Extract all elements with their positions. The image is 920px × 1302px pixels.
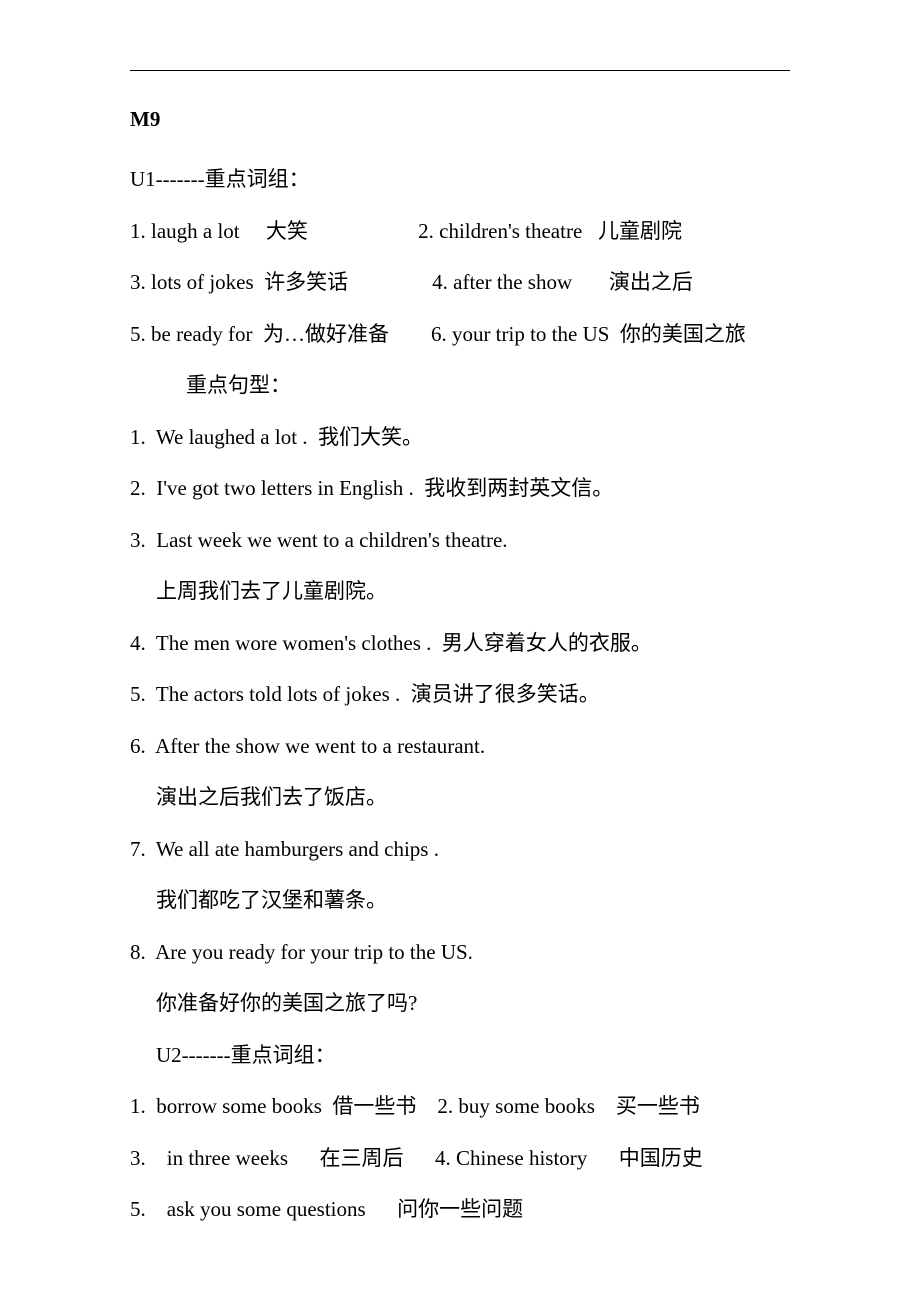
u1-phrases-header: U1-------重点词组： — [130, 164, 790, 196]
module-title: M9 — [130, 107, 790, 132]
u1-sentence: 2. I've got two letters in English . 我收到… — [130, 473, 790, 505]
u2-phrase-row: 1. borrow some books 借一些书 2. buy some bo… — [130, 1091, 790, 1123]
u1-sentence-translation: 我们都吃了汉堡和薯条。 — [130, 885, 790, 917]
u2-phrase-row: 5. ask you some questions 问你一些问题 — [130, 1194, 790, 1226]
u1-sentence: 1. We laughed a lot . 我们大笑。 — [130, 422, 790, 454]
u1-sentence: 5. The actors told lots of jokes . 演员讲了很… — [130, 679, 790, 711]
u1-phrase-row: 5. be ready for 为…做好准备 6. your trip to t… — [130, 319, 790, 351]
u1-sentence: 7. We all ate hamburgers and chips . — [130, 834, 790, 866]
u1-sentence: 8. Are you ready for your trip to the US… — [130, 937, 790, 969]
u1-sentence-translation: 演出之后我们去了饭店。 — [130, 782, 790, 814]
u1-sentence-translation: 你准备好你的美国之旅了吗? — [130, 988, 790, 1020]
u1-phrase-row: 1. laugh a lot 大笑 2. children's theatre … — [130, 216, 790, 248]
horizontal-rule — [130, 70, 790, 71]
document-page: M9 U1-------重点词组： 1. laugh a lot 大笑 2. c… — [0, 0, 920, 1302]
u1-phrase-row: 3. lots of jokes 许多笑话 4. after the show … — [130, 267, 790, 299]
u1-sentence-translation: 上周我们去了儿童剧院。 — [130, 576, 790, 608]
u2-phrase-row: 3. in three weeks 在三周后 4. Chinese histor… — [130, 1143, 790, 1175]
u1-sentences-header: 重点句型： — [130, 370, 790, 402]
u1-sentence: 6. After the show we went to a restauran… — [130, 731, 790, 763]
u2-phrases-header: U2-------重点词组： — [130, 1040, 790, 1072]
u1-sentence: 4. The men wore women's clothes . 男人穿着女人… — [130, 628, 790, 660]
u1-sentence: 3. Last week we went to a children's the… — [130, 525, 790, 557]
